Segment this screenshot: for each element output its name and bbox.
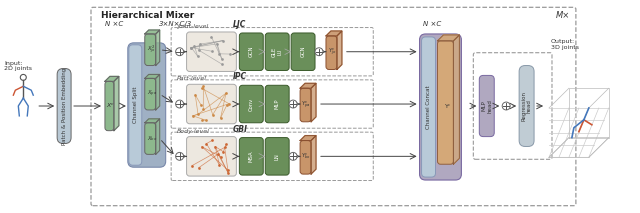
FancyBboxPatch shape <box>145 78 156 110</box>
Polygon shape <box>300 83 316 88</box>
FancyBboxPatch shape <box>145 123 156 154</box>
FancyBboxPatch shape <box>187 84 236 124</box>
Text: Output:
3D joints: Output: 3D joints <box>551 39 579 50</box>
Text: Hierarchical Mixer: Hierarchical Mixer <box>101 11 194 20</box>
FancyBboxPatch shape <box>291 33 315 71</box>
Text: MLP: MLP <box>275 99 280 109</box>
Polygon shape <box>337 31 342 69</box>
Circle shape <box>289 100 297 108</box>
Polygon shape <box>438 35 460 41</box>
Text: Yᶜ: Yᶜ <box>445 104 452 108</box>
Text: GBI: GBI <box>232 125 248 134</box>
Circle shape <box>175 100 184 108</box>
FancyBboxPatch shape <box>128 43 166 167</box>
FancyBboxPatch shape <box>105 81 114 131</box>
FancyBboxPatch shape <box>479 75 494 137</box>
Text: Channel Split: Channel Split <box>133 87 138 123</box>
FancyBboxPatch shape <box>145 34 156 66</box>
FancyBboxPatch shape <box>420 34 461 180</box>
FancyBboxPatch shape <box>239 33 263 71</box>
Text: N ×C: N ×C <box>105 21 123 27</box>
FancyBboxPatch shape <box>57 69 71 144</box>
FancyBboxPatch shape <box>300 88 311 122</box>
Circle shape <box>289 152 297 160</box>
FancyBboxPatch shape <box>265 33 289 71</box>
FancyBboxPatch shape <box>422 37 435 177</box>
Polygon shape <box>311 83 316 122</box>
Text: M×: M× <box>556 11 570 20</box>
FancyBboxPatch shape <box>326 36 337 69</box>
Polygon shape <box>453 35 460 164</box>
Circle shape <box>175 152 184 160</box>
Polygon shape <box>105 76 119 81</box>
FancyBboxPatch shape <box>239 85 263 123</box>
Polygon shape <box>156 74 160 110</box>
Text: $X_{bo}$: $X_{bo}$ <box>147 134 157 143</box>
Polygon shape <box>114 76 119 131</box>
Text: Regression
head: Regression head <box>521 91 532 121</box>
FancyBboxPatch shape <box>187 32 236 72</box>
Polygon shape <box>145 30 160 34</box>
Circle shape <box>175 48 184 56</box>
Text: $Y^c_{jo}$: $Y^c_{jo}$ <box>328 46 336 57</box>
Text: Conv: Conv <box>249 97 254 111</box>
Text: Input:
2D joints: Input: 2D joints <box>4 61 33 71</box>
Text: Joint-level: Joint-level <box>177 24 208 29</box>
FancyBboxPatch shape <box>265 85 289 123</box>
Text: Body-level: Body-level <box>177 129 209 134</box>
Text: $X_{pa}$: $X_{pa}$ <box>147 89 157 99</box>
Polygon shape <box>145 74 160 78</box>
FancyBboxPatch shape <box>239 138 263 175</box>
Polygon shape <box>326 31 342 36</box>
Text: LN: LN <box>275 153 280 160</box>
Text: Part-level: Part-level <box>177 76 207 81</box>
Polygon shape <box>156 119 160 154</box>
Text: $X^c$: $X^c$ <box>106 102 115 110</box>
FancyBboxPatch shape <box>438 41 453 164</box>
FancyBboxPatch shape <box>187 137 236 176</box>
Text: GCN: GCN <box>249 46 254 58</box>
FancyBboxPatch shape <box>129 45 142 165</box>
Text: Patch & Position Embedding: Patch & Position Embedding <box>61 67 67 145</box>
Text: MLP
head: MLP head <box>481 99 492 113</box>
Text: LJC: LJC <box>232 20 246 29</box>
Text: N ×C: N ×C <box>422 21 441 27</box>
Text: GCN: GCN <box>301 46 305 58</box>
FancyBboxPatch shape <box>265 138 289 175</box>
Text: $Y^c_{pa}$: $Y^c_{pa}$ <box>301 99 311 109</box>
Polygon shape <box>145 119 160 123</box>
Text: 3×N×C/3: 3×N×C/3 <box>159 21 192 27</box>
Polygon shape <box>300 136 316 141</box>
Polygon shape <box>311 136 316 174</box>
Circle shape <box>502 102 510 110</box>
Text: GLE
LU: GLE LU <box>272 47 283 57</box>
Polygon shape <box>156 30 160 66</box>
FancyBboxPatch shape <box>300 141 311 174</box>
Text: IPC: IPC <box>232 72 246 81</box>
Text: $X^2_{jo}$: $X^2_{jo}$ <box>147 44 156 56</box>
FancyBboxPatch shape <box>519 66 534 147</box>
Circle shape <box>315 48 323 56</box>
Text: MSA: MSA <box>249 151 254 162</box>
Text: $Y^c_{bo}$: $Y^c_{bo}$ <box>301 151 311 161</box>
Text: Channel Concat: Channel Concat <box>426 85 431 129</box>
